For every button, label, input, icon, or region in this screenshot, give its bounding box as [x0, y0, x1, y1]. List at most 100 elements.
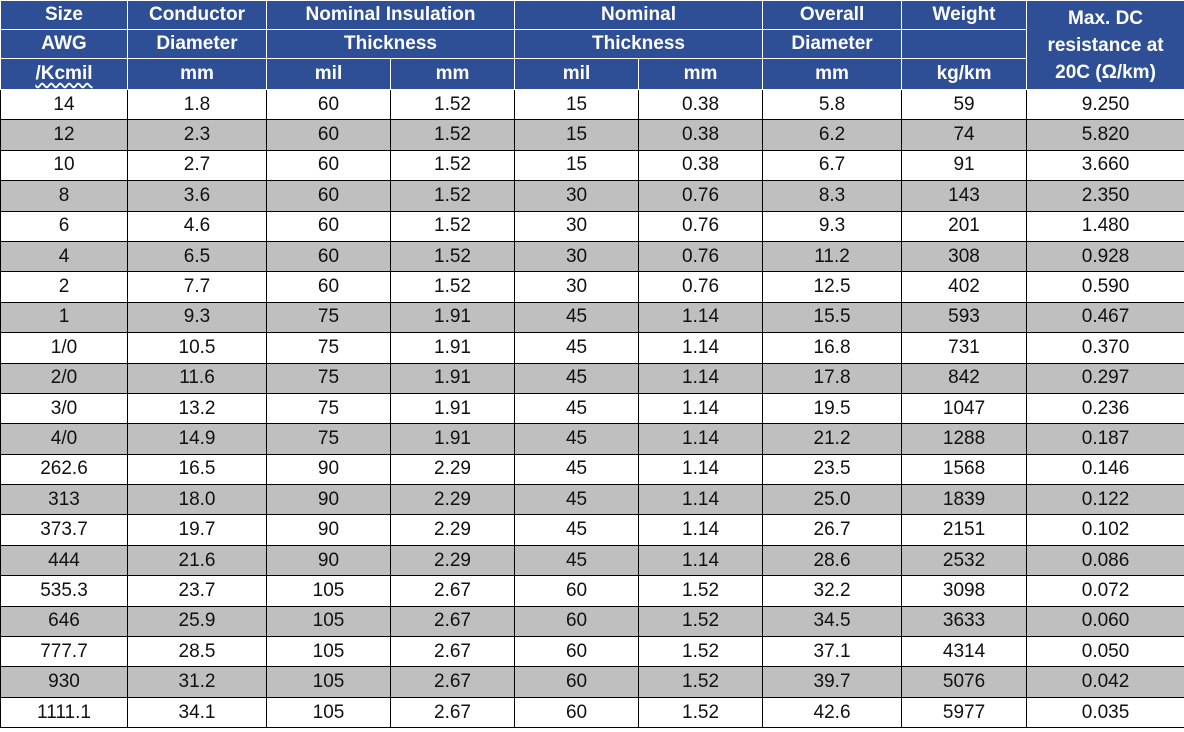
- cell-nominal-mm: 1.14: [638, 301, 764, 334]
- cell-resistance: 0.050: [1026, 636, 1184, 668]
- cell-insulation-mil: 75: [266, 392, 391, 425]
- header-nominal-insulation-thickness: Thickness: [265, 29, 516, 59]
- header-size-awg: Size: [0, 0, 128, 30]
- cell-insulation-mil: 105: [266, 605, 391, 638]
- unit-weight-kgkm: kg/km: [901, 58, 1028, 90]
- table-row: 14 1.8 60 1.52 15 0.38 5.8 59 9.250: [0, 88, 1184, 121]
- cell-insulation-mm: 1.52: [389, 88, 516, 121]
- cell-nominal-mm: 1.14: [638, 423, 764, 455]
- table-row: 6 4.6 60 1.52 30 0.76 9.3 201 1.480: [0, 210, 1184, 242]
- header-nominal-thickness: Thickness: [514, 29, 764, 59]
- unit-nominal-mil: mil: [514, 58, 640, 90]
- header-resistance-line1: Max. DC: [1068, 7, 1144, 29]
- header-weight: Weight: [901, 0, 1028, 30]
- table-row: 1/0 10.5 75 1.91 45 1.14 16.8 731 0.370: [0, 332, 1184, 364]
- cell-size: 12: [0, 119, 128, 151]
- cell-weight: 74: [901, 119, 1028, 151]
- cell-insulation-mm: 2.67: [389, 575, 516, 607]
- cell-overall-diameter: 21.2: [762, 423, 903, 455]
- cell-nominal-mil: 30: [514, 210, 640, 242]
- cell-size: 3/0: [0, 392, 128, 425]
- cell-conductor-diameter: 10.5: [127, 332, 267, 364]
- cell-nominal-mil: 30: [514, 180, 640, 212]
- cell-nominal-mil: 60: [514, 605, 640, 638]
- cell-resistance: 0.590: [1026, 271, 1184, 303]
- header-overall-diameter: Diameter: [762, 29, 903, 59]
- cell-overall-diameter: 34.5: [762, 605, 903, 638]
- cell-weight: 3633: [901, 605, 1028, 638]
- cell-nominal-mm: 1.14: [638, 453, 764, 486]
- cell-overall-diameter: 6.7: [762, 149, 903, 182]
- cell-resistance: 0.297: [1026, 362, 1184, 394]
- cell-conductor-diameter: 6.5: [127, 240, 267, 273]
- cell-weight: 1047: [901, 392, 1028, 425]
- cell-nominal-mil: 45: [514, 544, 640, 577]
- header-weight-blank: [901, 29, 1028, 59]
- cell-resistance: 3.660: [1026, 149, 1184, 182]
- cell-conductor-diameter: 2.7: [127, 149, 267, 182]
- cell-nominal-mm: 1.52: [638, 636, 764, 668]
- table-row: 2 7.7 60 1.52 30 0.76 12.5 402 0.590: [0, 271, 1184, 303]
- cell-conductor-diameter: 3.6: [127, 180, 267, 212]
- cell-weight: 59: [901, 88, 1028, 121]
- cell-insulation-mil: 105: [266, 666, 391, 698]
- cell-insulation-mm: 1.52: [389, 180, 516, 212]
- table-body: 14 1.8 60 1.52 15 0.38 5.8 59 9.250 12 2.3 60 1.52 15…: [0, 88, 1184, 729]
- cell-conductor-diameter: 14.9: [127, 423, 267, 455]
- cell-resistance: 9.250: [1026, 88, 1184, 121]
- cell-insulation-mil: 60: [266, 149, 391, 182]
- table-row: 1111.1 34.1 105 2.67 60 1.52 42.6 5977 0.035: [0, 696, 1184, 729]
- cell-conductor-diameter: 9.3: [127, 301, 267, 334]
- table-row: 646 25.9 105 2.67 60 1.52 34.5 3633 0.060: [0, 605, 1184, 638]
- cell-nominal-mm: 0.76: [638, 180, 764, 212]
- cell-nominal-mm: 0.76: [638, 271, 764, 303]
- cell-nominal-mm: 0.38: [638, 88, 764, 121]
- cell-nominal-mm: 1.14: [638, 362, 764, 394]
- cell-nominal-mil: 60: [514, 666, 640, 698]
- cell-size: 14: [0, 88, 128, 121]
- cell-insulation-mil: 75: [266, 423, 391, 455]
- cell-conductor-diameter: 4.6: [127, 210, 267, 242]
- cell-overall-diameter: 37.1: [762, 636, 903, 668]
- cell-resistance: 0.122: [1026, 484, 1184, 516]
- cell-weight: 731: [901, 332, 1028, 364]
- cell-nominal-mil: 45: [514, 301, 640, 334]
- cell-conductor-diameter: 31.2: [127, 666, 267, 698]
- cell-overall-diameter: 8.3: [762, 180, 903, 212]
- header-conductor-diameter: Diameter: [127, 29, 267, 59]
- cell-weight: 3098: [901, 575, 1028, 607]
- table-row: 4/0 14.9 75 1.91 45 1.14 21.2 1288 0.187: [0, 423, 1184, 455]
- cell-size: 262.6: [0, 453, 128, 486]
- table-row: 535.3 23.7 105 2.67 60 1.52 32.2 3098 0.072: [0, 575, 1184, 607]
- cell-nominal-mm: 1.52: [638, 696, 764, 729]
- cell-size: 930: [0, 666, 128, 698]
- cell-resistance: 1.480: [1026, 210, 1184, 242]
- cell-insulation-mil: 60: [266, 88, 391, 121]
- cell-weight: 201: [901, 210, 1028, 242]
- cell-insulation-mil: 60: [266, 240, 391, 273]
- cell-weight: 1839: [901, 484, 1028, 516]
- cell-weight: 1568: [901, 453, 1028, 486]
- cell-weight: 2151: [901, 514, 1028, 546]
- cell-size: 535.3: [0, 575, 128, 607]
- cell-overall-diameter: 15.5: [762, 301, 903, 334]
- cell-weight: 5076: [901, 666, 1028, 698]
- table-row: 262.6 16.5 90 2.29 45 1.14 23.5 1568 0.146: [0, 453, 1184, 486]
- cell-insulation-mm: 1.91: [389, 392, 516, 425]
- cell-insulation-mm: 1.52: [389, 210, 516, 242]
- cell-resistance: 0.236: [1026, 392, 1184, 425]
- header-nominal: Nominal: [514, 0, 764, 30]
- cell-insulation-mil: 75: [266, 362, 391, 394]
- cell-overall-diameter: 5.8: [762, 88, 903, 121]
- cell-insulation-mil: 60: [266, 210, 391, 242]
- cell-size: 444: [0, 544, 128, 577]
- cell-overall-diameter: 6.2: [762, 119, 903, 151]
- cell-size: 4/0: [0, 423, 128, 455]
- cell-nominal-mil: 15: [514, 119, 640, 151]
- cell-conductor-diameter: 25.9: [127, 605, 267, 638]
- cell-resistance: 0.072: [1026, 575, 1184, 607]
- cell-weight: 1288: [901, 423, 1028, 455]
- cell-insulation-mil: 60: [266, 119, 391, 151]
- header-kcmil: /Kcmil: [0, 58, 128, 90]
- cell-insulation-mm: 1.52: [389, 149, 516, 182]
